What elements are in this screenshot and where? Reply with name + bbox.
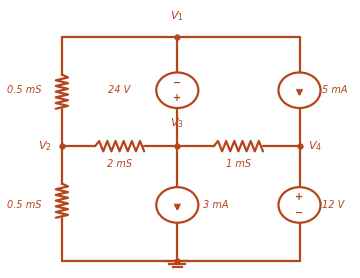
- Text: −: −: [296, 207, 303, 217]
- Text: +: +: [296, 192, 303, 202]
- Text: −: −: [173, 78, 181, 88]
- Text: 0.5 mS: 0.5 mS: [7, 85, 41, 95]
- Text: $V_1$: $V_1$: [170, 9, 184, 23]
- Text: $V_3$: $V_3$: [170, 116, 184, 130]
- Text: 5 mA: 5 mA: [321, 85, 347, 95]
- Text: 3 mA: 3 mA: [203, 200, 228, 210]
- Text: $V_2$: $V_2$: [38, 139, 52, 153]
- Text: 2 mS: 2 mS: [107, 159, 132, 169]
- Text: 0.5 mS: 0.5 mS: [7, 200, 41, 210]
- Text: $V_4$: $V_4$: [308, 139, 322, 153]
- Text: 12 V: 12 V: [321, 200, 344, 210]
- Text: +: +: [173, 93, 181, 103]
- Text: 24 V: 24 V: [108, 85, 130, 95]
- Text: 1 mS: 1 mS: [226, 159, 251, 169]
